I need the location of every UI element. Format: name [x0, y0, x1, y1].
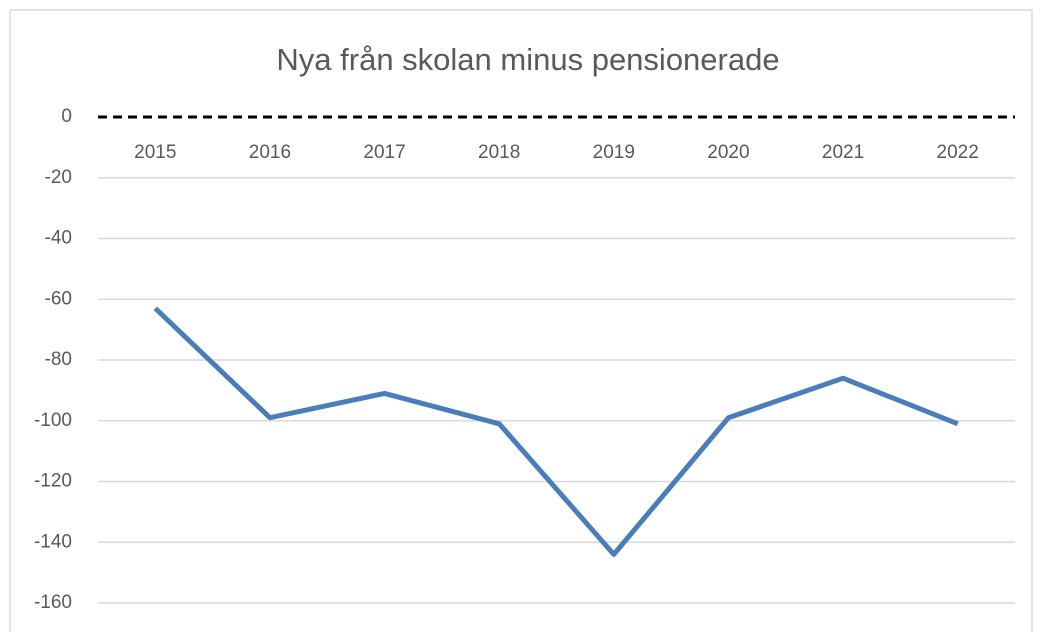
x-tick-label: 2022 [937, 142, 979, 163]
y-tick-label: -120 [34, 471, 72, 492]
y-tick-label: -160 [34, 592, 72, 613]
chart-border [9, 9, 1033, 632]
y-tick-label: -40 [45, 228, 72, 249]
y-tick-label: -140 [34, 531, 72, 552]
line-series [153, 306, 959, 557]
y-tick-label: -20 [45, 167, 72, 188]
y-tick-label: -100 [34, 410, 72, 431]
x-tick-label: 2017 [363, 142, 405, 163]
x-tick-label: 2016 [249, 142, 291, 163]
chart-title: Nya från skolan minus pensionerade [276, 42, 779, 77]
y-tick-label: -80 [45, 349, 72, 370]
x-tick-label: 2019 [593, 142, 635, 163]
y-tick-label: -60 [45, 288, 72, 309]
y-tick-label: 0 [61, 106, 72, 127]
x-tick-label: 2021 [822, 142, 864, 163]
x-tick-label: 2018 [478, 142, 520, 163]
x-tick-label: 2020 [707, 142, 749, 163]
x-tick-label: 2015 [134, 142, 176, 163]
